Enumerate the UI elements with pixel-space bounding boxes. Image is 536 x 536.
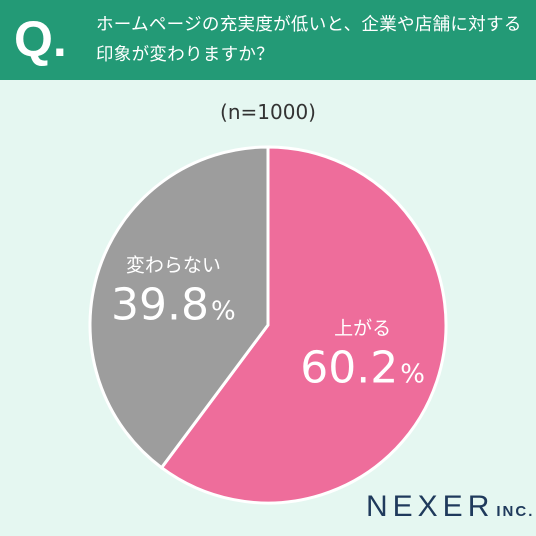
- nexer-logo: NEXER INC.: [366, 490, 534, 524]
- slice-value: 60.2%: [300, 342, 425, 393]
- slice-agaru: [159, 145, 448, 505]
- logo-main: NEXER: [366, 490, 495, 523]
- question-header: Q. ホームページの充実度が低いと、企業や店舗に対する印象が変わりますか？: [0, 0, 536, 80]
- slice-value: 39.8%: [111, 280, 236, 331]
- slice-label: 上がる: [334, 317, 391, 339]
- question-mark: Q.: [14, 11, 67, 67]
- question-text: ホームページの充実度が低いと、企業や店舗に対する印象が変わりますか？: [96, 15, 522, 65]
- sample-size: (n=1000): [220, 100, 316, 124]
- logo-sub: INC.: [496, 503, 535, 520]
- slice-kawaranai: [88, 145, 270, 470]
- slice-label: 変わらない: [126, 255, 221, 277]
